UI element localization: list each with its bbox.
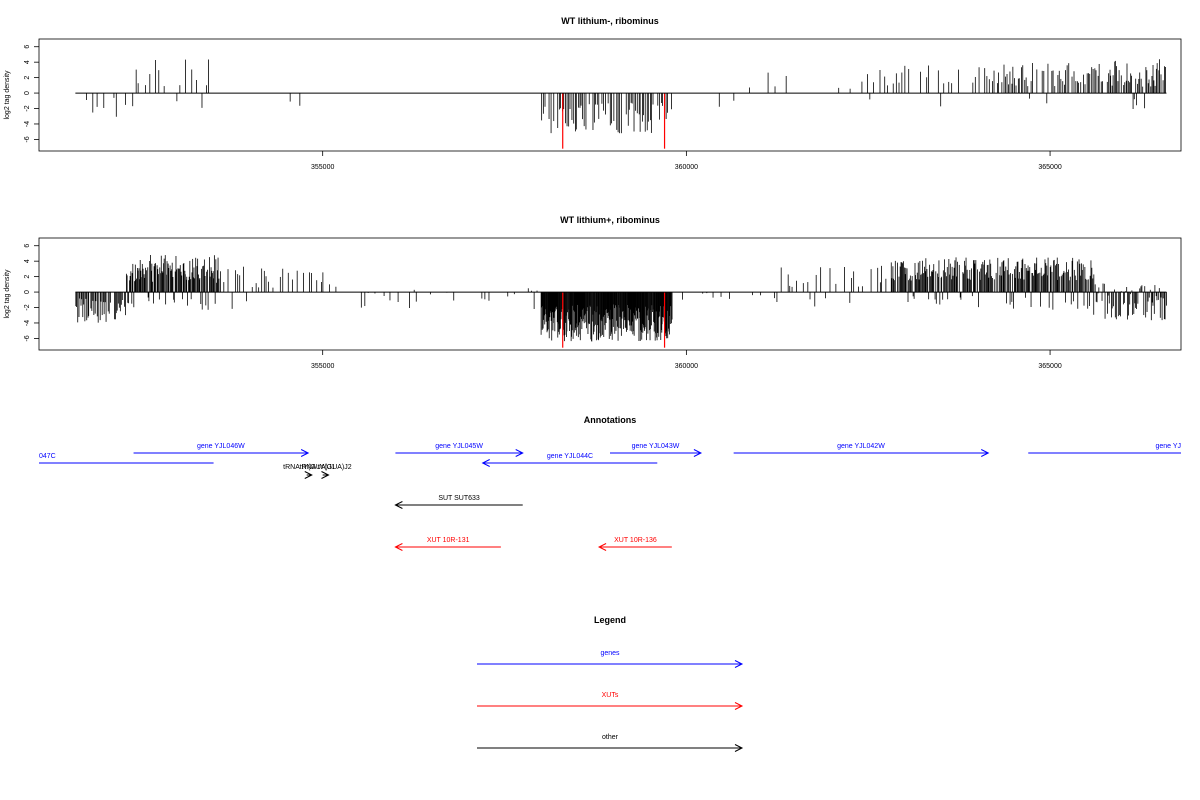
arrowhead [300, 449, 310, 457]
legend-label: genes [600, 650, 620, 657]
feature-label: XUT 10R-131 [427, 537, 470, 544]
bar-series [75, 255, 1167, 348]
y-tick-label: 0 [24, 91, 31, 95]
bar-series [75, 59, 1167, 149]
y-tick-label: -4 [24, 320, 31, 326]
x-tick-label: 355000 [311, 164, 334, 171]
annotation-feature: gene YJL045W [395, 443, 524, 457]
arrowhead [304, 471, 313, 479]
axes: 6 4 2 0 -2 -4 -6 355000 360000 365000 [24, 45, 1062, 171]
arrowhead [734, 660, 744, 668]
annotation-feature: SUT SUT633 [394, 495, 523, 509]
feature-label: gene YJL045W [435, 443, 483, 450]
arrowhead [734, 702, 744, 710]
arrowhead [394, 501, 403, 509]
legend-label: XUTs [602, 692, 619, 699]
legend-items: genes XUTs other [477, 650, 744, 752]
annotation-feature: tRNA tY(GUA)J2 [300, 464, 352, 479]
plot-frame [38, 38, 1182, 152]
panel-title: WT lithium+, ribominus [560, 215, 660, 225]
legend-item: other [477, 734, 744, 752]
annotations-title: Annotations [584, 415, 637, 425]
y-tick-label: -2 [24, 304, 31, 310]
legend-label: other [602, 734, 619, 741]
feature-label: SUT SUT633 [438, 495, 480, 502]
annotations-track: Annotations 047C gene YJL046W tRNA tY(GUA)… [39, 415, 1181, 551]
y-tick-label: -2 [24, 105, 31, 111]
feature-label: tRNA tY(GUA)J2 [300, 464, 352, 471]
feature-label: 047C [39, 453, 56, 460]
arrowhead [693, 449, 703, 457]
arrowhead [981, 449, 990, 457]
y-tick-label: -6 [24, 136, 31, 142]
arrowhead [394, 543, 403, 551]
annotation-feature: gene YJL044C [481, 453, 658, 467]
panel-lithium-minus: WT lithium-, ribominus log2 tag density … [4, 16, 1182, 171]
x-tick-label: 365000 [1038, 164, 1061, 171]
y-axis-label: log2 tag density [4, 269, 11, 319]
annotation-feature: gene YJ [1028, 443, 1181, 454]
feature-label: gene YJL043W [632, 443, 680, 450]
legend-item: XUTs [477, 692, 744, 710]
x-tick-label: 355000 [311, 363, 334, 370]
feature-label: gene YJL046W [197, 443, 245, 450]
feature-label: XUT 10R-136 [614, 537, 657, 544]
arrowhead [321, 471, 330, 479]
feature-label: gene YJ [1155, 443, 1181, 450]
annotation-feature: gene YJL042W [733, 443, 990, 457]
legend: Legend genes XUTs other [477, 615, 744, 752]
arrowhead [597, 543, 607, 551]
feature-label: gene YJL044C [547, 453, 593, 460]
y-tick-label: -4 [24, 121, 31, 127]
plot-frame [38, 237, 1182, 351]
panel-title: WT lithium-, ribominus [561, 16, 659, 26]
panel-lithium-plus: WT lithium+, ribominus log2 tag density … [4, 215, 1182, 370]
y-tick-label: 2 [24, 275, 31, 279]
arrowhead [515, 449, 524, 457]
legend-item: genes [477, 650, 744, 668]
y-tick-label: 6 [24, 244, 31, 248]
annotation-feature: gene YJL046W [133, 443, 310, 457]
y-tick-label: 6 [24, 45, 31, 49]
arrowhead [734, 744, 744, 752]
annotation-feature: XUT 10R-131 [394, 537, 501, 551]
annotation-feature: gene YJL043W [610, 443, 703, 457]
axes: 6 4 2 0 -2 -4 -6 355000 360000 365000 [24, 244, 1062, 370]
y-tick-label: 0 [24, 290, 31, 294]
annotation-feature: XUT 10R-136 [597, 537, 672, 551]
y-tick-label: 4 [24, 60, 31, 64]
y-tick-label: 2 [24, 76, 31, 80]
x-tick-label: 360000 [675, 164, 698, 171]
legend-title: Legend [594, 615, 626, 625]
arrowhead [481, 459, 490, 467]
y-tick-label: -6 [24, 335, 31, 341]
annotation-feature: 047C [39, 453, 214, 464]
y-tick-label: 4 [24, 259, 31, 263]
x-tick-label: 360000 [675, 363, 698, 370]
feature-label: gene YJL042W [837, 443, 885, 450]
annotation-feature: tRNA tY(GUA)J1 [283, 464, 335, 479]
feature-label: tRNA tY(GUA)J1 [283, 464, 335, 471]
x-tick-label: 365000 [1038, 363, 1061, 370]
y-axis-label: log2 tag density [4, 70, 11, 120]
